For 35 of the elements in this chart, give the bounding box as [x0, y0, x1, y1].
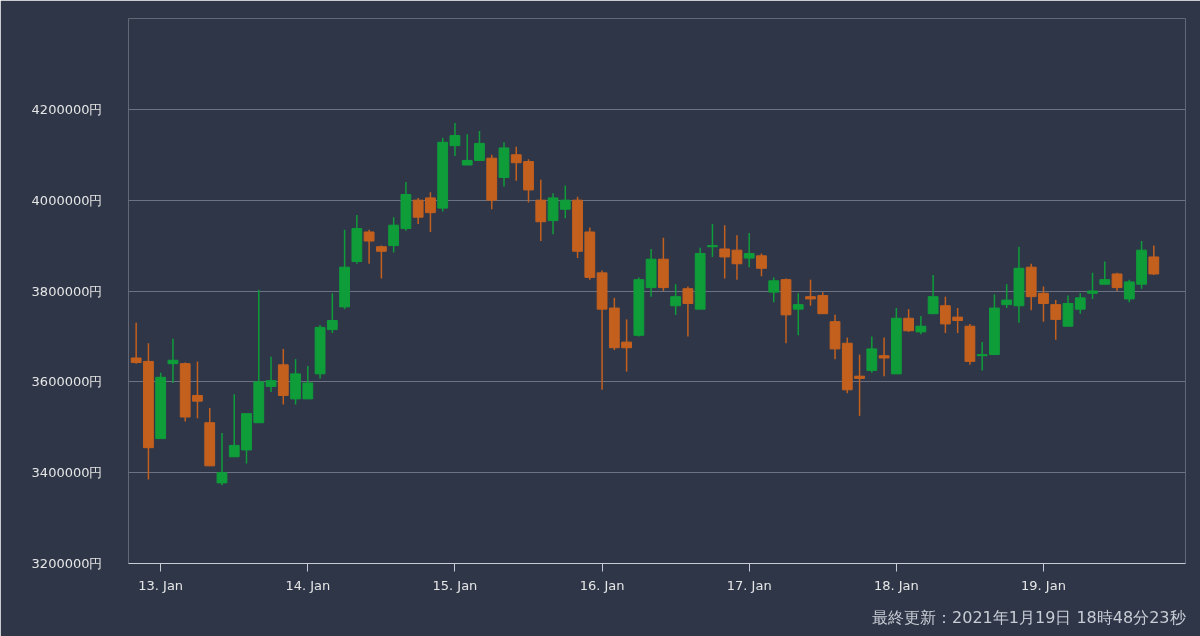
y-tick-label: 3600000円: [31, 374, 103, 390]
x-tick-label: 14. Jan: [285, 577, 331, 593]
candlestick: [1050, 299, 1062, 341]
x-tick-label: 19. Jan: [1021, 577, 1066, 593]
candlestick: [363, 228, 375, 265]
candlestick: [670, 283, 682, 316]
candlestick: [1099, 260, 1111, 285]
candlestick: [756, 252, 767, 277]
candlestick: [792, 292, 804, 337]
y-tick-label: 3200000円: [31, 556, 103, 571]
y-tick-label: 3800000円: [31, 283, 103, 299]
candlestick: [768, 276, 780, 304]
x-tick-label: 17. Jan: [726, 577, 772, 593]
candlestick: [903, 308, 915, 333]
candlestick: [915, 315, 927, 335]
y-tick-label: 4000000円: [31, 192, 103, 208]
y-tick-label: 3400000円: [31, 465, 103, 481]
candlestick: [1148, 244, 1160, 276]
candlestick: [1087, 272, 1098, 300]
x-tick-label: 18. Jan: [873, 577, 919, 593]
candlestick: [866, 335, 878, 374]
candlestick: [682, 285, 694, 338]
candlestick: [535, 178, 547, 242]
candlestick: [216, 432, 228, 486]
candlestick: [927, 274, 939, 315]
text: 最終更新：2021年1月19日 18時48分23秒: [872, 607, 1186, 627]
x-tick-label: 15. Jan: [432, 577, 478, 593]
candlestick: [707, 223, 718, 258]
candlestick: [167, 337, 179, 384]
candlestick: [375, 244, 387, 280]
x-tick-label: 13. Jan: [138, 577, 184, 593]
candlestick: [878, 336, 890, 377]
y-tick-label: 4200000円: [31, 101, 103, 117]
candlestick: [743, 232, 755, 268]
x-tick-label: 16. Jan: [579, 577, 625, 593]
